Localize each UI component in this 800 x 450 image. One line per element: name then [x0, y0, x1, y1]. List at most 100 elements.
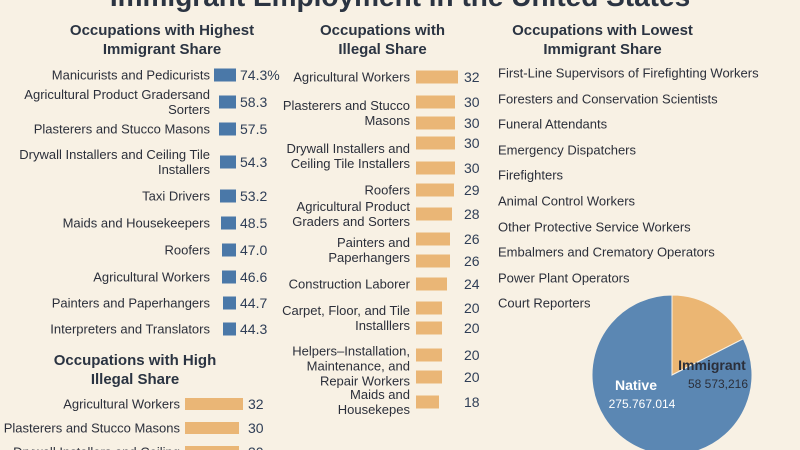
category-label: Drywall Installers and Ceiling Tile Inst…	[286, 140, 410, 171]
category-label: Plasterers and Stucco Masons	[282, 97, 410, 128]
bar	[416, 136, 455, 150]
list-item: Embalmers and Crematory Operators	[498, 244, 715, 260]
bar	[185, 398, 243, 410]
section-title: Occupations with Lowest Immigrant Share	[512, 22, 693, 58]
category-label: Drywall Installers and Ceiling Tile Inst…	[19, 147, 210, 177]
category-label: Agricultural Product Graders and Sorters	[292, 199, 410, 229]
category-label: Painters and Paperhangers	[51, 295, 210, 311]
category-label: Drywall Installers and Ceiling	[0, 445, 180, 450]
list-item: Funeral Attendants	[498, 116, 608, 132]
category-label: Agricultural Workers	[293, 69, 410, 85]
list-item: First-Line Supervisors of Firefighting W…	[498, 65, 759, 81]
bar	[416, 395, 440, 409]
value-label: 20	[464, 369, 480, 385]
bar	[219, 155, 236, 169]
section-title: Occupations with Illegal Share	[319, 22, 445, 58]
value-label: 29	[464, 182, 480, 198]
bar	[185, 422, 239, 434]
bar	[416, 370, 442, 384]
value-label: 28	[464, 206, 480, 222]
section-title: Occupations with Highest Immigrant Share	[69, 22, 255, 58]
value-label: 18	[464, 394, 480, 410]
slice-label: Native	[615, 377, 657, 393]
page-title: Immigrant Employment in the United State…	[0, 0, 800, 13]
list-item: Foresters and Conservation Scientists	[498, 91, 718, 107]
value-label: 30	[464, 160, 480, 176]
list-item: Animal Control Workers	[498, 193, 636, 209]
value-label: 26	[464, 231, 480, 247]
pie-slice	[671, 294, 744, 376]
bar	[222, 296, 236, 310]
bar	[185, 446, 239, 450]
value-label: 44.7	[240, 295, 268, 311]
category-label: Taxi Drivers	[142, 188, 210, 204]
value-label: 30	[248, 420, 264, 436]
section-title: Occupations with High Illegal Share	[53, 352, 217, 388]
pie-slice	[591, 294, 753, 450]
category-label: Manicurists and Pedicurists	[51, 67, 210, 83]
bar	[416, 183, 454, 197]
value-label: 58.3	[240, 94, 268, 110]
category-label: Agricultural Workers	[93, 269, 210, 285]
list-item: Other Protective Service Workers	[498, 219, 691, 235]
value-label: 48.5	[240, 215, 268, 231]
value-label: 20	[464, 300, 480, 316]
bar	[416, 321, 442, 335]
bar	[221, 216, 236, 230]
bar	[222, 322, 236, 336]
bar	[218, 122, 236, 136]
value-label: 54.3	[240, 154, 268, 170]
category-label: Plasterers and Stucco Masons	[33, 121, 210, 137]
bar	[218, 95, 236, 109]
slice-label: Immigrant	[678, 357, 746, 373]
category-label: Plasterers and Stucco Masons	[3, 420, 180, 436]
category-label: Construction Laborer	[288, 276, 410, 292]
bar	[221, 243, 236, 257]
category-label: Agricultural Workers	[63, 396, 180, 412]
bar	[416, 232, 450, 246]
value-label: 44.3	[240, 321, 268, 337]
value-label: 30	[464, 135, 480, 151]
category-label: Roofers	[164, 242, 210, 258]
category-label: Agricultural Product Gradersand Sorters	[24, 87, 210, 117]
bar	[222, 270, 236, 284]
value-label: 30	[464, 115, 480, 131]
value-label: 24	[464, 276, 480, 292]
category-label: Helpers–Installation, Maintenance, and R…	[292, 343, 410, 389]
list-item: Power Plant Operators	[498, 270, 630, 286]
value-label: 47.0	[240, 242, 268, 258]
bar	[213, 68, 236, 82]
bar	[416, 254, 450, 268]
value-label: 20	[464, 347, 480, 363]
category-label: Interpreters and Translators	[50, 321, 210, 337]
slice-value: 58 573,216	[688, 377, 748, 391]
pie-chart: Native 275.767.014 Immigrant 58 573,216	[591, 294, 753, 450]
bar	[416, 161, 455, 175]
list-item: Court Reporters	[498, 295, 591, 311]
category-label: Carpet, Floor, and Tile Installlers	[282, 303, 410, 333]
category-label: Roofers	[364, 182, 410, 198]
value-label: 20	[464, 320, 480, 336]
category-label: Maids and Housekeepers	[62, 215, 210, 231]
value-label: 46.6	[240, 269, 268, 285]
bar	[416, 301, 442, 315]
category-label: Maids and Housekepes	[337, 387, 410, 417]
value-label: 32	[464, 69, 480, 85]
value-label: 57.5	[240, 121, 268, 137]
bar	[220, 189, 236, 203]
bar	[416, 277, 448, 291]
value-label: 30	[248, 444, 264, 450]
list-item: Firefighters	[498, 167, 564, 183]
value-label: 74.3%	[240, 67, 280, 83]
slice-value: 275.767.014	[609, 397, 676, 411]
bar	[416, 116, 455, 130]
list-item: Emergency Dispatchers	[498, 142, 636, 158]
value-label: 32	[248, 396, 264, 412]
bar	[416, 348, 442, 362]
bar	[416, 70, 458, 84]
value-label: 30	[464, 94, 480, 110]
value-label: 53.2	[240, 188, 268, 204]
category-label: Painters and Paperhangers	[328, 235, 410, 265]
value-label: 26	[464, 253, 480, 269]
